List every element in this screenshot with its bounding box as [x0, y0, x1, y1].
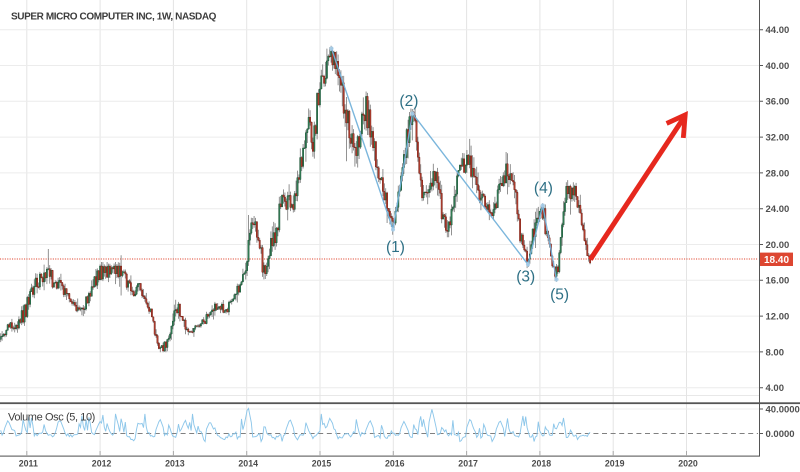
svg-text:40.00: 40.00: [766, 61, 790, 72]
svg-text:32.00: 32.00: [766, 133, 790, 144]
svg-text:2015: 2015: [312, 459, 332, 469]
svg-text:12.00: 12.00: [766, 312, 790, 323]
svg-text:(1): (1): [386, 239, 405, 256]
svg-text:18.40: 18.40: [764, 255, 789, 266]
svg-text:24.00: 24.00: [766, 204, 790, 215]
svg-text:2020: 2020: [678, 459, 698, 469]
svg-text:2017: 2017: [458, 459, 478, 469]
svg-text:40.0000: 40.0000: [766, 404, 800, 415]
svg-text:(5): (5): [550, 286, 569, 303]
svg-text:(3): (3): [516, 269, 535, 286]
svg-text:2016: 2016: [385, 459, 405, 469]
svg-text:2014: 2014: [238, 459, 258, 469]
svg-text:Volume Osc (5, 10): Volume Osc (5, 10): [8, 412, 95, 424]
svg-text:2013: 2013: [165, 459, 185, 469]
svg-text:4.00: 4.00: [766, 383, 785, 394]
svg-text:(2): (2): [399, 93, 418, 110]
svg-text:44.00: 44.00: [766, 25, 790, 36]
svg-text:16.00: 16.00: [766, 276, 790, 287]
svg-text:2018: 2018: [532, 459, 552, 469]
svg-text:SUPER MICRO COMPUTER INC, 1W,: SUPER MICRO COMPUTER INC, 1W, NASDAQ: [11, 12, 217, 23]
svg-text:20.00: 20.00: [766, 240, 790, 251]
svg-text:2019: 2019: [605, 459, 625, 469]
svg-text:28.00: 28.00: [766, 168, 790, 179]
svg-text:2011: 2011: [19, 459, 38, 469]
svg-text:(4): (4): [534, 180, 553, 197]
svg-text:36.00: 36.00: [766, 97, 790, 108]
svg-text:2012: 2012: [92, 459, 112, 469]
svg-text:8.00: 8.00: [766, 347, 785, 358]
svg-text:0.0000: 0.0000: [766, 429, 795, 440]
